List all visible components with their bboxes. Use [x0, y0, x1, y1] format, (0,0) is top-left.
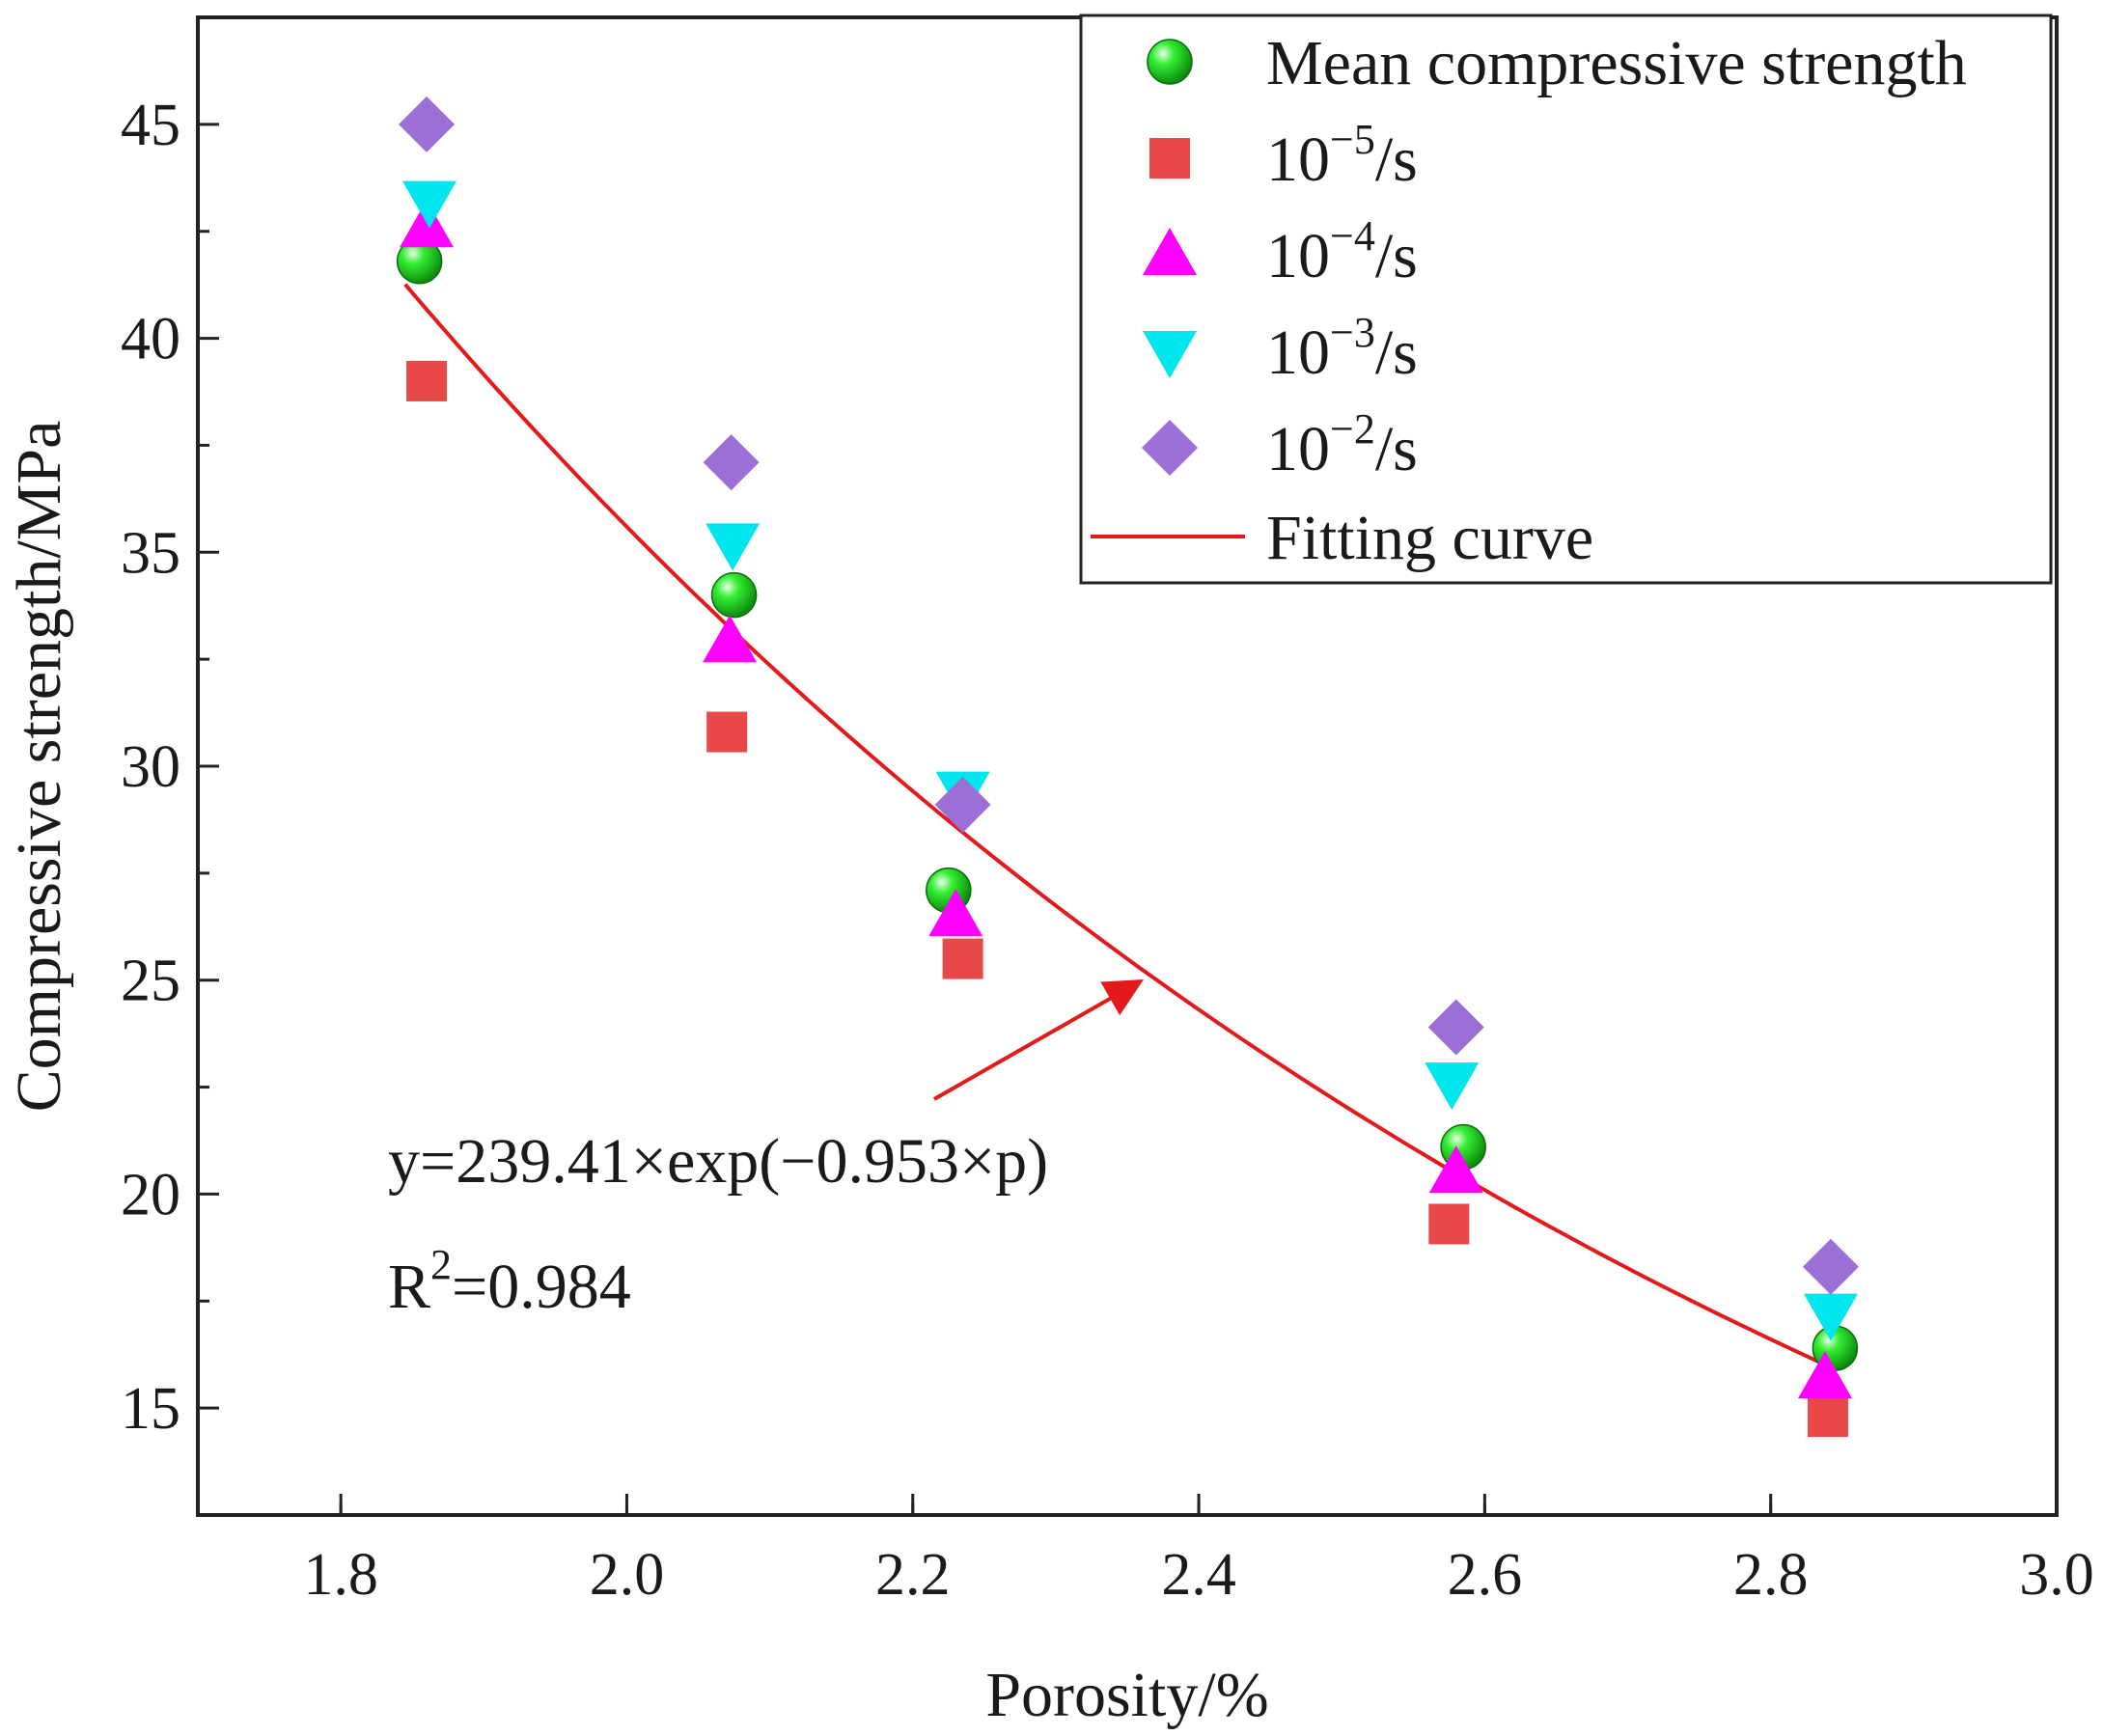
data-point-triangle-down — [1803, 1293, 1858, 1341]
r2-base: R — [388, 1252, 430, 1322]
data-point-square — [706, 711, 748, 753]
legend-fit-label: Fitting curve — [1266, 503, 1593, 573]
data-point-diamond — [399, 96, 456, 152]
annotation-arrow — [933, 979, 1144, 1101]
x-tick-label: 1.8 — [303, 1542, 378, 1608]
data-point-sphere — [710, 571, 758, 619]
legend-marker-sphere — [1147, 39, 1193, 85]
legend-label: 10−3/s — [1266, 309, 1418, 388]
x-tick-label: 2.6 — [1448, 1542, 1523, 1608]
x-tick-label: 3.0 — [2019, 1542, 2094, 1608]
x-tick-label: 2.8 — [1733, 1542, 1809, 1608]
y-tick-label: 20 — [121, 1162, 180, 1227]
x-tick-label: 2.4 — [1161, 1542, 1236, 1608]
x-axis-title: Porosity/% — [985, 1660, 1268, 1730]
y-tick-label: 25 — [121, 949, 180, 1014]
data-point-square — [406, 360, 448, 401]
data-point-triangle-up — [928, 889, 983, 937]
legend-marker-square — [1149, 138, 1190, 179]
y-axis-ticks: 15 20 25 30 35 40 45 — [121, 93, 219, 1442]
data-point-triangle-up — [703, 615, 758, 663]
y-tick-label: 30 — [121, 734, 180, 800]
data-point-triangle-down — [1425, 1062, 1480, 1111]
data-points — [396, 96, 1859, 1438]
data-point-square — [942, 938, 983, 979]
r2-value: =0.984 — [452, 1252, 631, 1322]
legend-label: 10−4/s — [1266, 212, 1418, 291]
x-tick-label: 2.0 — [590, 1542, 665, 1608]
data-point-diamond — [1802, 1238, 1859, 1295]
y-tick-label: 35 — [121, 520, 180, 586]
legend-label: Mean compressive strength — [1266, 28, 1967, 98]
legend-marker-triangle-up — [1143, 228, 1197, 275]
x-tick-label: 2.2 — [875, 1542, 951, 1608]
legend-label: 10−2/s — [1266, 405, 1418, 484]
data-point-square — [1428, 1203, 1470, 1245]
legend-marker-diamond — [1142, 420, 1198, 476]
data-point-triangle-up — [400, 200, 455, 248]
y-tick-label: 45 — [121, 93, 180, 158]
legend-label: 10−5/s — [1266, 116, 1418, 195]
data-point-triangle-up — [1797, 1351, 1852, 1399]
y-tick-label: 40 — [121, 307, 180, 372]
y-axis-title: Compressive strength/MPa — [4, 421, 74, 1113]
data-point-triangle-up — [1428, 1145, 1483, 1194]
data-point-triangle-down — [706, 523, 761, 571]
legend-box — [1079, 14, 2053, 585]
data-point-square — [1807, 1396, 1848, 1438]
fit-equation: y=239.41×exp(−0.953×p) — [388, 1126, 1048, 1197]
r2-sup: 2 — [430, 1241, 452, 1288]
fitting-curve-line — [403, 283, 1837, 1371]
y-tick-label: 15 — [121, 1376, 180, 1442]
legend-marker-triangle-down — [1143, 331, 1197, 378]
data-point-diamond — [934, 776, 991, 833]
data-point-diamond — [1427, 999, 1484, 1056]
x-axis-ticks: 1.8 2.0 2.2 2.4 2.6 2.8 3.0 — [303, 1494, 2094, 1608]
data-point-diamond — [703, 434, 760, 491]
fit-r-squared: R2=0.984 — [388, 1241, 631, 1322]
legend: Mean compressive strength 10−5/s 10−4/s 10−… — [1079, 14, 2053, 585]
data-point-triangle-down — [402, 180, 457, 229]
